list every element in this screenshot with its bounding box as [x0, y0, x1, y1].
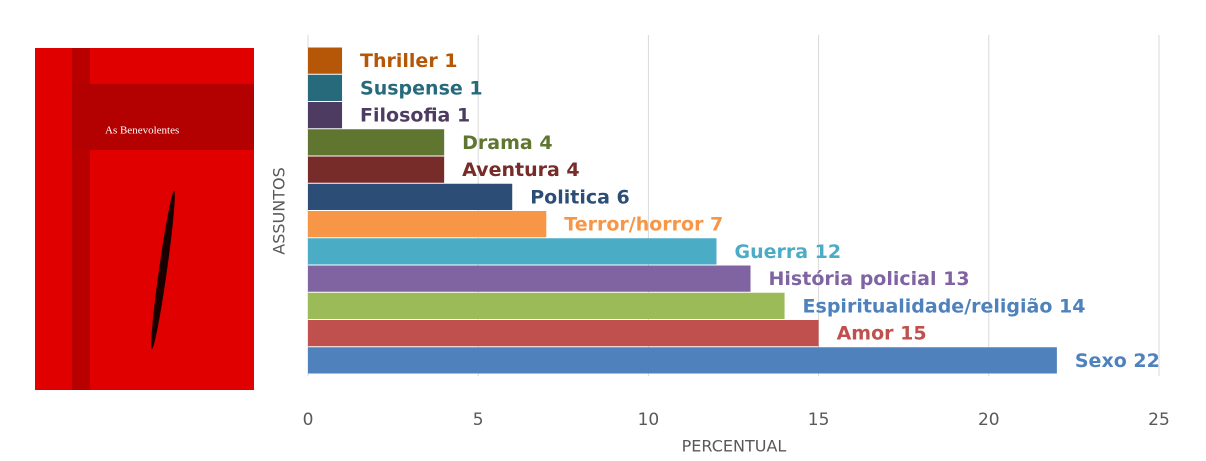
cover-title: As Benevolentes — [105, 125, 179, 137]
value-label: Espiritualidade/religião 14 — [803, 295, 1086, 317]
bar — [308, 129, 444, 155]
value-label: Terror/horror 7 — [564, 214, 723, 236]
x-tick-label: 25 — [1148, 410, 1170, 430]
bar — [308, 75, 342, 101]
bar — [308, 293, 785, 319]
page: As Benevolentes ASSUNTOS PERCENTUAL 0 5 10… — [0, 0, 1206, 461]
value-label: Amor 15 — [837, 323, 927, 345]
x-tick-label: 10 — [638, 410, 660, 430]
value-label: Suspense 1 — [360, 77, 483, 99]
x-tick-label: 5 — [473, 410, 484, 430]
bar — [308, 266, 751, 292]
x-axis-label: PERCENTUAL — [682, 437, 787, 456]
value-label: Guerra 12 — [734, 241, 841, 263]
value-label: Filosofia 1 — [360, 105, 470, 127]
book-cover: As Benevolentes — [35, 48, 254, 390]
chart: As Benevolentes ASSUNTOS PERCENTUAL 0 5 10… — [0, 0, 1206, 461]
bar — [308, 157, 444, 183]
bar — [308, 102, 342, 128]
y-axis-label: ASSUNTOS — [270, 167, 289, 254]
bar — [308, 238, 716, 264]
value-label: Drama 4 — [462, 132, 552, 154]
value-label: Sexo 22 — [1075, 350, 1160, 372]
value-label: Aventura 4 — [462, 159, 579, 181]
bar — [308, 320, 819, 346]
x-tick-label: 0 — [303, 410, 314, 430]
x-tick-label: 15 — [808, 410, 830, 430]
bar — [308, 184, 512, 210]
value-label: História policial 13 — [769, 268, 970, 290]
value-label: Politica 6 — [530, 186, 630, 208]
cover-band — [72, 84, 254, 150]
bar — [308, 211, 546, 237]
bar — [308, 347, 1057, 373]
value-label: Thriller 1 — [360, 50, 458, 72]
bar — [308, 48, 342, 74]
x-tick-label: 20 — [978, 410, 1000, 430]
